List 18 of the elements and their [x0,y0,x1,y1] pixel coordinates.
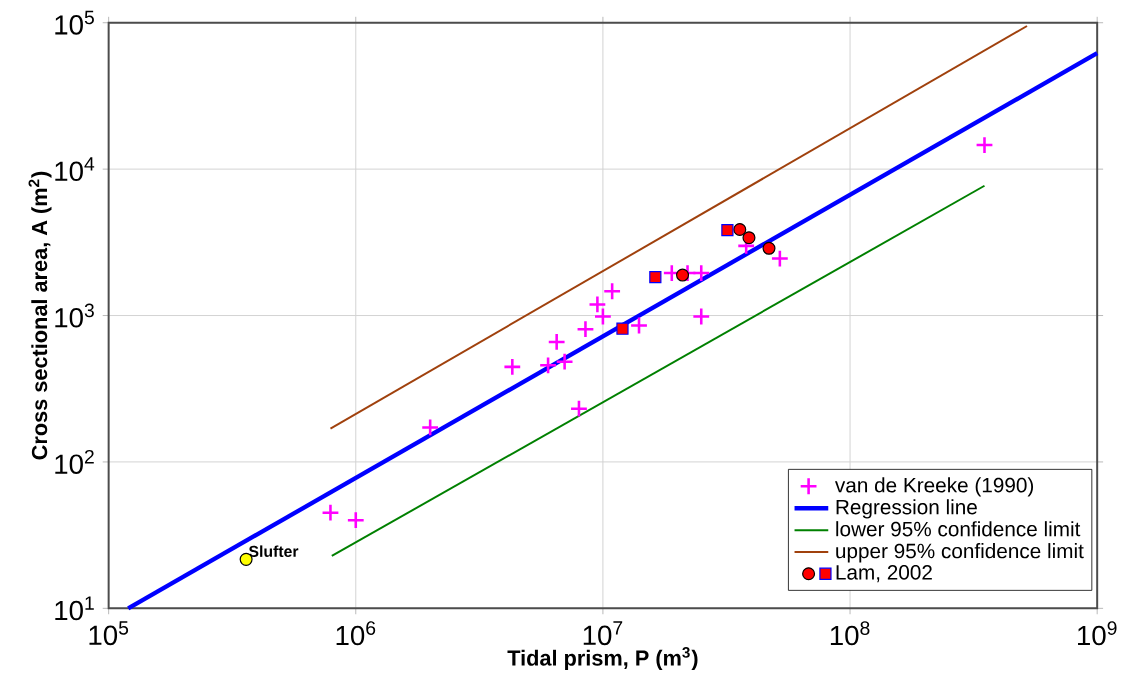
annotation: Slufter [248,545,299,557]
x-tick-label: 10$^{6}$ [336,621,376,646]
y-axis-title: Cross sectional area, A (m$^{2}$) [28,171,52,460]
y-tick-label: 10$^{3}$ [55,303,94,328]
legend-label: van de Kreeke (1990) [834,477,1034,497]
x-tick-label: 10$^{9}$ [1078,621,1117,646]
x-tick-label: 10$^{7}$ [583,621,623,645]
x-axis-title: Tidal prism, P (m$^{3}$) [507,646,698,670]
legend-label: lower 95% confidence limit [836,521,1081,537]
y-tick-label: 10$^{4}$ [55,157,95,181]
x-tick-label: 10$^{8}$ [830,621,870,646]
legend-label: Regression line [836,499,977,519]
y-tick-label: 10$^{2}$ [55,449,94,474]
x-tick-label: 10$^{5}$ [89,621,129,645]
legend-label: Lam, 2002 [836,564,932,583]
legend-label: upper 95% confidence limit [836,542,1084,563]
y-tick-label: 10$^{1}$ [55,596,94,621]
y-tick-label: 10$^{5}$ [55,10,94,35]
